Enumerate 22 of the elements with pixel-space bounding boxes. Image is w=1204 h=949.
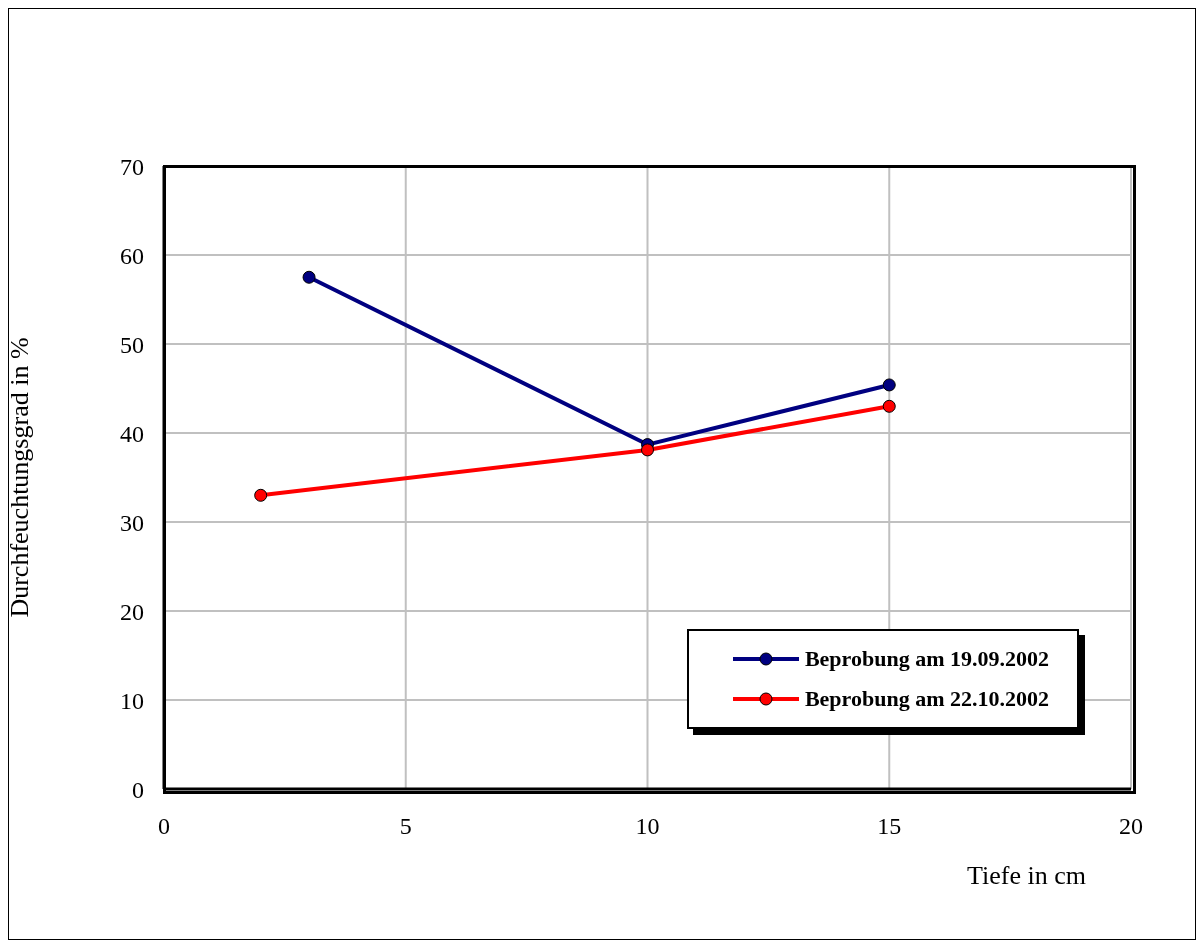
y-tick-label: 10 bbox=[120, 687, 144, 714]
legend-label: Beprobung am 19.09.2002 bbox=[804, 646, 1049, 672]
x-tick-label: 20 bbox=[1119, 813, 1143, 840]
y-tick-label: 20 bbox=[120, 598, 144, 625]
point bbox=[882, 378, 896, 392]
y-axis-title: Durchfeuchtungsgrad in % bbox=[5, 337, 35, 618]
y-tick-label: 40 bbox=[120, 420, 144, 447]
x-tick-label: 15 bbox=[877, 813, 902, 840]
x-axis-title: Tiefe in cm bbox=[967, 861, 1086, 890]
legend-label: Beprobung am 22.10.2002 bbox=[804, 686, 1049, 712]
y-tick-label: 60 bbox=[120, 242, 144, 269]
x-tick-label: 5 bbox=[399, 813, 412, 840]
y-tick-label: 30 bbox=[120, 509, 144, 536]
y-tick-label: 50 bbox=[120, 331, 144, 358]
x-tick-label: 0 bbox=[158, 813, 170, 840]
point bbox=[254, 488, 268, 502]
y-tick-label: 70 bbox=[120, 153, 144, 180]
x-tick-label: 10 bbox=[635, 813, 660, 840]
point bbox=[302, 270, 316, 284]
point bbox=[882, 399, 896, 413]
point bbox=[641, 443, 654, 457]
y-tick-label: 0 bbox=[132, 776, 144, 803]
